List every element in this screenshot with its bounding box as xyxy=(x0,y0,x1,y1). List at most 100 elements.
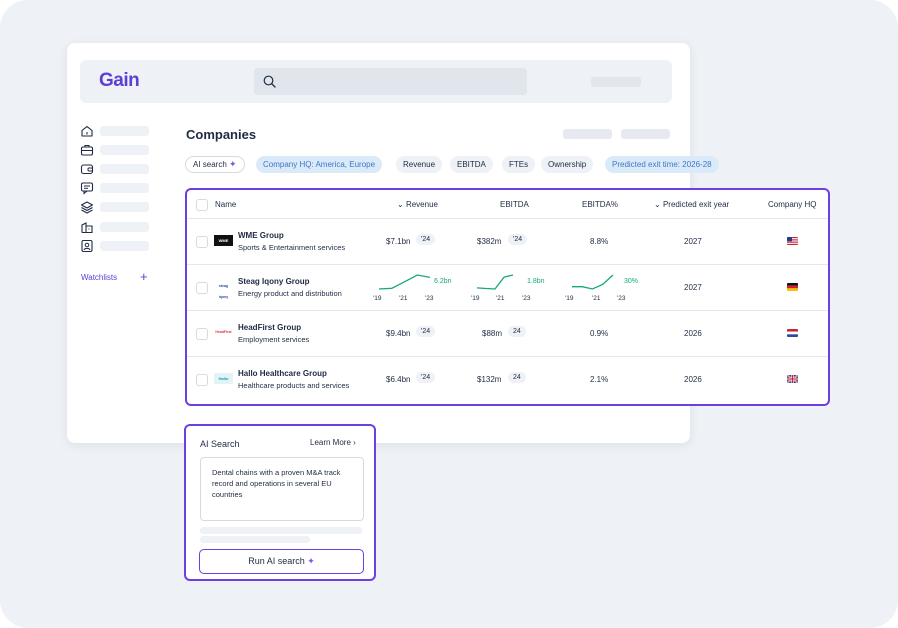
table-header: Name ⌄ Revenue EBITDA EBITDA% ⌄ Predicte… xyxy=(187,190,828,219)
company-name[interactable]: Hallo Healthcare Group xyxy=(238,369,327,378)
company-sector: Sports & Entertainment services xyxy=(238,243,346,252)
page-title: Companies xyxy=(186,127,257,142)
sparkline-path xyxy=(378,274,431,290)
column-header-ebitda-pct[interactable]: EBITDA% xyxy=(582,200,619,209)
company-logo: HeadFirst xyxy=(214,327,233,338)
column-header-revenue-label: Revenue xyxy=(405,200,438,209)
ebitda-year-badge: 24 xyxy=(508,326,526,337)
revenue-tick-label: '19 xyxy=(373,295,382,302)
sort-chevron-icon: ⌄ xyxy=(654,200,661,209)
ebitda-value: $88m xyxy=(482,329,503,338)
sidebar-item-placeholder[interactable] xyxy=(100,222,149,232)
ebitda-trend-value: 1.8bn xyxy=(527,278,545,285)
ebitda-pct-value: 2.1% xyxy=(590,375,609,384)
companies-table: Name ⌄ Revenue EBITDA EBITDA% ⌄ Predicte… xyxy=(185,188,830,406)
layers-icon[interactable] xyxy=(80,200,94,214)
building-icon[interactable] xyxy=(80,220,94,234)
ebitda-year-badge: '24 xyxy=(508,234,528,245)
exit-year-value: 2026 xyxy=(684,329,702,338)
revenue-year-badge: '24 xyxy=(416,234,436,245)
select-all-checkbox[interactable] xyxy=(196,199,208,211)
filter-chip-ownership[interactable]: Ownership xyxy=(541,156,594,173)
ebitda-pct-value: 0.9% xyxy=(590,329,609,338)
filter-chip-company-hq[interactable]: Company HQ: America, Europe xyxy=(256,156,383,173)
ebitda-pct-value: 8.8% xyxy=(590,237,609,246)
column-header-name[interactable]: Name xyxy=(215,200,237,209)
table-row[interactable]: WME WME Group Sports & Entertainment ser… xyxy=(187,219,828,265)
row-checkbox[interactable] xyxy=(196,328,208,340)
ai-search-textarea[interactable]: Dental chains with a proven M&A track re… xyxy=(200,457,364,521)
revenue-value: $6.4bn xyxy=(386,375,411,384)
ai-search-chip-label: AI search xyxy=(193,160,227,169)
run-ai-search-button[interactable]: Run AI search ✦ xyxy=(199,549,364,574)
row-checkbox[interactable] xyxy=(196,374,208,386)
table-row[interactable]: steag iqony Steag Iqony Group Energy pro… xyxy=(187,265,828,311)
ebitda-pct-trend-sparkline xyxy=(572,274,614,290)
filter-chip-ftes[interactable]: FTEs xyxy=(502,156,536,173)
revenue-trend-value: 6.2bn xyxy=(434,278,452,285)
deal-chat-icon[interactable] xyxy=(80,181,94,195)
briefcase-icon[interactable] xyxy=(80,143,94,157)
wallet-icon[interactable] xyxy=(80,162,94,176)
learn-more-link[interactable]: Learn More › xyxy=(310,438,356,447)
column-header-exit-year[interactable]: ⌄ Predicted exit year xyxy=(654,200,729,209)
column-header-revenue[interactable]: ⌄ Revenue xyxy=(397,200,438,209)
revenue-year-badge: '24 xyxy=(416,326,436,337)
ebitda-value: $382m xyxy=(477,237,502,246)
sidebar-item-placeholder[interactable] xyxy=(100,183,149,193)
sparkle-icon: ✦ xyxy=(229,159,237,169)
row-checkbox[interactable] xyxy=(196,236,208,248)
sidebar-item-placeholder[interactable] xyxy=(100,164,149,174)
contact-icon[interactable] xyxy=(80,239,94,253)
sidebar-item-placeholder[interactable] xyxy=(100,145,149,155)
row-checkbox[interactable] xyxy=(196,282,208,294)
ai-search-chip[interactable]: AI search ✦ xyxy=(185,156,245,173)
learn-more-label: Learn More xyxy=(310,438,351,447)
company-logo: steag iqony xyxy=(214,281,233,299)
sidebar-item-placeholder[interactable] xyxy=(100,126,149,136)
company-logo: WME xyxy=(214,235,233,246)
company-name[interactable]: WME Group xyxy=(238,231,284,240)
ebitda-tick-label: '23 xyxy=(522,295,531,302)
sort-chevron-icon: ⌄ xyxy=(397,200,404,209)
de-flag-icon xyxy=(787,283,798,291)
sidebar-item-placeholder[interactable] xyxy=(100,202,149,212)
ai-search-title: AI Search xyxy=(200,439,240,449)
sidebar-item-placeholder[interactable] xyxy=(100,241,149,251)
column-header-exit-year-label: Predicted exit year xyxy=(662,200,730,209)
header-action-placeholder[interactable] xyxy=(621,129,670,139)
home-icon[interactable] xyxy=(80,124,94,138)
nl-flag-icon xyxy=(787,329,798,337)
ai-search-card: AI Search Learn More › Dental chains wit… xyxy=(184,424,376,581)
filter-chip-revenue[interactable]: Revenue xyxy=(396,156,443,173)
exit-year-value: 2026 xyxy=(684,375,702,384)
table-row[interactable]: Hallo Hallo Healthcare Group Healthcare … xyxy=(187,357,828,403)
company-sector: Healthcare products and services xyxy=(238,381,350,390)
ai-placeholder-line xyxy=(200,536,310,543)
us-flag-icon xyxy=(787,237,798,245)
company-sector: Energy product and distribution xyxy=(238,289,342,298)
watchlists-label: Watchlists xyxy=(81,273,118,282)
ebitda-pct-tick-label: '23 xyxy=(617,295,626,302)
company-name[interactable]: Steag Iqony Group xyxy=(238,277,310,286)
header-action-placeholder[interactable] xyxy=(563,129,612,139)
revenue-value: $9.4bn xyxy=(386,329,411,338)
filter-chip-ebitda[interactable]: EBITDA xyxy=(450,156,493,173)
column-header-hq[interactable]: Company HQ xyxy=(768,200,817,209)
table-row[interactable]: HeadFirst HeadFirst Group Employment ser… xyxy=(187,311,828,357)
revenue-year-badge: '24 xyxy=(416,372,436,383)
top-bar-placeholder xyxy=(591,77,641,87)
ebitda-pct-tick-label: '21 xyxy=(592,295,601,302)
company-logo: Hallo xyxy=(214,373,233,384)
global-search-input[interactable] xyxy=(254,68,527,95)
gain-logo: Gain xyxy=(99,70,140,91)
column-header-ebitda[interactable]: EBITDA xyxy=(500,200,529,209)
company-name[interactable]: HeadFirst Group xyxy=(238,323,302,332)
filter-chip-exit-time[interactable]: Predicted exit time: 2026-28 xyxy=(605,156,719,173)
ai-placeholder-line xyxy=(200,527,362,534)
plus-icon[interactable]: + xyxy=(140,269,148,284)
revenue-trend-sparkline xyxy=(378,274,431,290)
revenue-value: $7.1bn xyxy=(386,237,411,246)
ai-search-query: Dental chains with a proven M&A track re… xyxy=(212,468,341,499)
revenue-tick-label: '23 xyxy=(425,295,434,302)
